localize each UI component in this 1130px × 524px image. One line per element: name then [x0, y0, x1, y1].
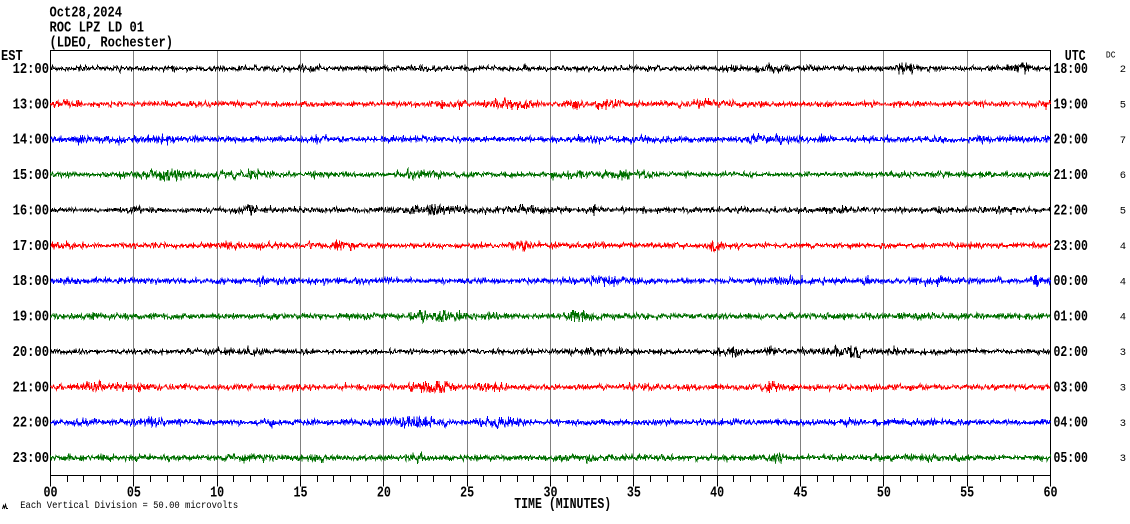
- svg-text:15:00: 15:00: [13, 168, 49, 184]
- svg-text:EST: EST: [1, 49, 23, 65]
- svg-text:19:00: 19:00: [13, 310, 49, 326]
- svg-text:60: 60: [1044, 486, 1058, 502]
- svg-text:3: 3: [1120, 453, 1126, 465]
- svg-text:12:00: 12:00: [13, 62, 49, 78]
- svg-text:50: 50: [877, 486, 891, 502]
- svg-text:18:00: 18:00: [13, 274, 49, 290]
- svg-text:TIME (MINUTES): TIME (MINUTES): [514, 497, 611, 513]
- svg-text:25: 25: [460, 486, 474, 502]
- svg-text:14:00: 14:00: [13, 133, 49, 149]
- svg-text:45: 45: [794, 486, 808, 502]
- svg-text:00: 00: [44, 486, 58, 502]
- svg-text:20: 20: [377, 486, 391, 502]
- svg-text:Each Vertical Division = 50.0: Each Vertical Division = 50.00 microvolt…: [20, 500, 238, 512]
- svg-text:5: 5: [1120, 99, 1126, 111]
- svg-text:22:00: 22:00: [1054, 203, 1088, 219]
- svg-text:6: 6: [1120, 170, 1126, 182]
- svg-text:3: 3: [1120, 347, 1126, 359]
- svg-text:ROC LPZ LD 01: ROC LPZ LD 01: [50, 21, 145, 37]
- svg-text:04:00: 04:00: [1054, 416, 1088, 432]
- svg-text:18:00: 18:00: [1054, 62, 1088, 78]
- svg-text:23:00: 23:00: [13, 451, 49, 467]
- svg-text:40: 40: [710, 486, 724, 502]
- svg-text:4: 4: [1120, 241, 1126, 253]
- svg-text:03:00: 03:00: [1054, 380, 1088, 396]
- svg-text:20:00: 20:00: [13, 345, 49, 361]
- svg-text:30: 30: [544, 486, 558, 502]
- svg-text:05: 05: [127, 486, 141, 502]
- svg-text:4: 4: [1120, 312, 1126, 324]
- svg-text:35: 35: [627, 486, 641, 502]
- svg-text:4: 4: [1120, 276, 1126, 288]
- svg-text:55: 55: [960, 486, 974, 502]
- svg-text:2: 2: [1120, 64, 1126, 76]
- svg-text:17:00: 17:00: [13, 239, 49, 255]
- svg-text:02:00: 02:00: [1054, 345, 1088, 361]
- svg-text:16:00: 16:00: [13, 203, 49, 219]
- svg-text:19:00: 19:00: [1054, 97, 1088, 113]
- svg-text:00:00: 00:00: [1054, 274, 1088, 290]
- svg-text:05:00: 05:00: [1054, 451, 1088, 467]
- svg-text:(LDEO, Rochester): (LDEO, Rochester): [50, 36, 174, 52]
- svg-text:5: 5: [1120, 206, 1126, 218]
- svg-text:21:00: 21:00: [1054, 168, 1088, 184]
- svg-text:21:00: 21:00: [13, 380, 49, 396]
- svg-text:3: 3: [1120, 382, 1126, 394]
- svg-text:20:00: 20:00: [1054, 133, 1088, 149]
- svg-text:7: 7: [1120, 135, 1126, 147]
- svg-text:01:00: 01:00: [1054, 310, 1088, 326]
- svg-text:10: 10: [210, 486, 224, 502]
- svg-text:DC: DC: [1106, 50, 1116, 61]
- svg-text:Oct28,2024: Oct28,2024: [50, 6, 123, 22]
- svg-text:3: 3: [1120, 418, 1126, 430]
- svg-text:23:00: 23:00: [1054, 239, 1088, 255]
- svg-text:13:00: 13:00: [13, 97, 49, 113]
- svg-text:UTC: UTC: [1065, 49, 1086, 65]
- svg-text:22:00: 22:00: [13, 416, 49, 432]
- svg-text:15: 15: [294, 486, 308, 502]
